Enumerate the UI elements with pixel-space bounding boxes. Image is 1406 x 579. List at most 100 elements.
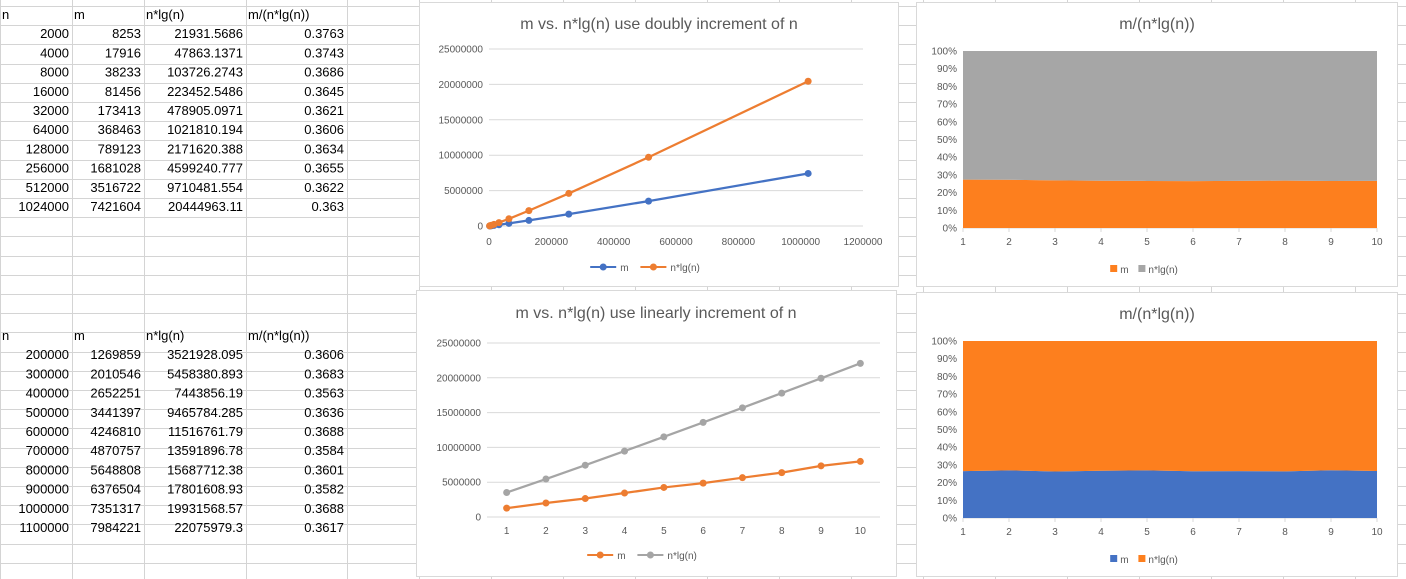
table-cell[interactable]: 7984221 — [90, 520, 141, 535]
area-n-lg-n-[interactable] — [963, 51, 1377, 182]
table-cell[interactable]: 0.3601 — [304, 462, 344, 477]
data-point[interactable] — [542, 499, 550, 507]
table-cell[interactable]: 800000 — [26, 462, 69, 477]
data-point[interactable] — [565, 210, 573, 218]
data-point[interactable] — [660, 433, 668, 441]
table-cell[interactable]: 4000 — [40, 45, 69, 60]
data-point[interactable] — [804, 77, 812, 85]
table-cell[interactable]: 400000 — [26, 386, 69, 401]
table-cell[interactable]: 3441397 — [90, 405, 141, 420]
table-cell[interactable]: 0.3622 — [304, 180, 344, 195]
table-cell[interactable]: 19931568.57 — [167, 501, 243, 516]
table-cell[interactable]: 600000 — [26, 424, 69, 439]
table-cell[interactable]: 0.3636 — [304, 405, 344, 420]
table-cell[interactable]: 0.3645 — [304, 84, 344, 99]
table-cell[interactable]: 7443856.19 — [174, 386, 243, 401]
table-cell[interactable]: 512000 — [26, 180, 69, 195]
table-cell[interactable]: 4599240.777 — [167, 161, 243, 176]
column-header[interactable]: m/(n*lg(n)) — [248, 328, 309, 343]
table-cell[interactable]: 0.3688 — [304, 501, 344, 516]
table-cell[interactable]: 2171620.388 — [167, 141, 243, 156]
data-point[interactable] — [778, 469, 786, 477]
table-cell[interactable]: 1681028 — [90, 161, 141, 176]
column-header[interactable]: n — [2, 7, 9, 22]
area-n-lg-n-[interactable] — [963, 341, 1377, 472]
data-point[interactable] — [621, 447, 629, 455]
table-cell[interactable]: 0.3584 — [304, 443, 344, 458]
table-cell[interactable]: 8253 — [112, 26, 141, 41]
data-point[interactable] — [778, 389, 786, 397]
table-cell[interactable]: 9465784.285 — [167, 405, 243, 420]
table-cell[interactable]: 5648808 — [90, 462, 141, 477]
table-cell[interactable]: 103726.2743 — [167, 65, 243, 80]
table-cell[interactable]: 200000 — [26, 347, 69, 362]
data-point[interactable] — [503, 504, 511, 512]
table-cell[interactable]: 0.3606 — [304, 122, 344, 137]
table-cell[interactable]: 500000 — [26, 405, 69, 420]
column-header[interactable]: m/(n*lg(n)) — [248, 7, 309, 22]
table-cell[interactable]: 0.363 — [311, 199, 344, 214]
data-point[interactable] — [817, 374, 825, 382]
table-cell[interactable]: 1024000 — [18, 199, 69, 214]
table-cell[interactable]: 4246810 — [90, 424, 141, 439]
data-point[interactable] — [660, 483, 668, 491]
table-cell[interactable]: 6376504 — [90, 482, 141, 497]
table-cell[interactable]: 900000 — [26, 482, 69, 497]
table-cell[interactable]: 21931.5686 — [174, 26, 243, 41]
table-cell[interactable]: 368463 — [98, 122, 141, 137]
table-cell[interactable]: 2652251 — [90, 386, 141, 401]
table-cell[interactable]: 7421604 — [90, 199, 141, 214]
table-cell[interactable]: 16000 — [33, 84, 69, 99]
table-cell[interactable]: 0.3686 — [304, 65, 344, 80]
table-cell[interactable]: 1021810.194 — [167, 122, 243, 137]
table-cell[interactable]: 5458380.893 — [167, 366, 243, 381]
data-point[interactable] — [645, 197, 653, 205]
table-cell[interactable]: 0.3621 — [304, 103, 344, 118]
column-header[interactable]: n*lg(n) — [146, 328, 184, 343]
data-point[interactable] — [645, 153, 653, 161]
table-cell[interactable]: 9710481.554 — [167, 180, 243, 195]
column-header[interactable]: n — [2, 328, 9, 343]
table-cell[interactable]: 47863.1371 — [174, 45, 243, 60]
table-cell[interactable]: 81456 — [105, 84, 141, 99]
chart-ratio-area-top[interactable]: m/(n*lg(n)) 0% 10% 20% 30% 40% 50% 60% 70% 80% 90%… — [916, 2, 1398, 287]
table-cell[interactable]: 22075979.3 — [174, 520, 243, 535]
table-cell[interactable]: 11516761.79 — [168, 424, 243, 439]
table-cell[interactable]: 256000 — [26, 161, 69, 176]
table-cell[interactable]: 2000 — [40, 26, 69, 41]
table-cell[interactable]: 1100000 — [19, 520, 69, 535]
table-cell[interactable]: 789123 — [98, 141, 141, 156]
data-point[interactable] — [503, 488, 511, 496]
table-cell[interactable]: 700000 — [26, 443, 69, 458]
data-point[interactable] — [581, 495, 589, 503]
table-cell[interactable]: 0.3683 — [304, 366, 344, 381]
table-cell[interactable]: 0.3582 — [304, 482, 344, 497]
table-cell[interactable]: 128000 — [26, 141, 69, 156]
table-cell[interactable]: 0.3606 — [304, 347, 344, 362]
data-point[interactable] — [804, 169, 812, 177]
table-cell[interactable]: 0.3688 — [304, 424, 344, 439]
table-cell[interactable]: 13591896.78 — [167, 443, 243, 458]
table-cell[interactable]: 300000 — [26, 366, 69, 381]
table-cell[interactable]: 173413 — [98, 103, 141, 118]
table-cell[interactable]: 17801608.93 — [167, 482, 243, 497]
table-cell[interactable]: 0.3563 — [304, 386, 344, 401]
table-cell[interactable]: 0.3655 — [304, 161, 344, 176]
data-point[interactable] — [495, 219, 503, 227]
data-point[interactable] — [525, 216, 533, 224]
table-cell[interactable]: 0.3634 — [304, 141, 344, 156]
data-point[interactable] — [525, 207, 533, 215]
data-point[interactable] — [565, 189, 573, 197]
table-cell[interactable]: 32000 — [33, 103, 69, 118]
data-point[interactable] — [738, 474, 746, 482]
table-cell[interactable]: 4870757 — [90, 443, 141, 458]
table-cell[interactable]: 64000 — [33, 122, 69, 137]
column-header[interactable]: m — [74, 328, 85, 343]
data-point[interactable] — [581, 461, 589, 469]
table-cell[interactable]: 8000 — [40, 65, 69, 80]
table-cell[interactable]: 15687712.38 — [167, 462, 243, 477]
column-header[interactable]: n*lg(n) — [146, 7, 184, 22]
table-cell[interactable]: 38233 — [105, 65, 141, 80]
table-cell[interactable]: 3516722 — [90, 180, 141, 195]
table-cell[interactable]: 20444963.11 — [168, 199, 243, 214]
